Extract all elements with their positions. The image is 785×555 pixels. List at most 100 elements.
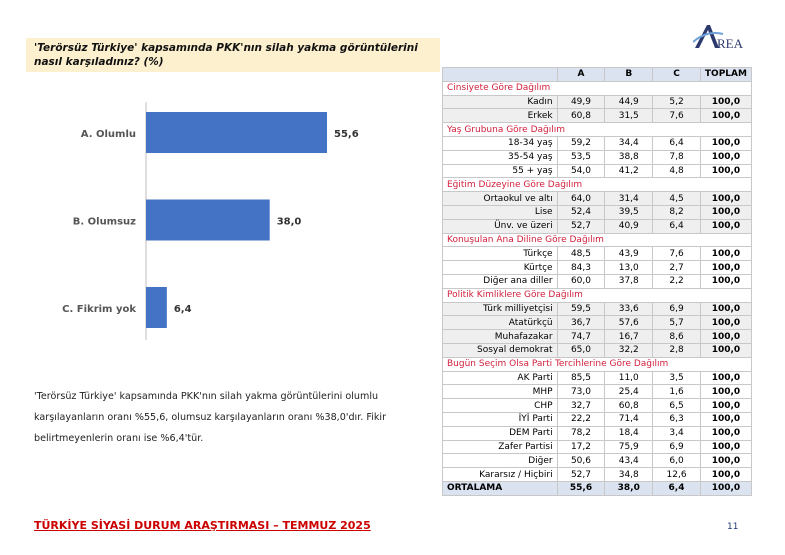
question-title: 'Terörsüz Türkiye' kapsamında PKK'nın si… (26, 38, 440, 72)
cell-value: 100,0 (699, 260, 753, 275)
table-row: Lise 52,4 39,5 8,2 100,0 (442, 204, 753, 220)
row-label: Zafer Partisi (442, 439, 558, 455)
cell-value: 3,5 (652, 370, 701, 386)
cell-value: 4,8 (652, 163, 701, 179)
table-row: Türk milliyetçisi 59,5 33,6 6,9 100,0 (442, 301, 753, 317)
cell-value: 6,9 (652, 439, 701, 455)
cell-value: 100,0 (699, 273, 753, 289)
cell-value: 78,2 (556, 425, 606, 441)
cell-value: 100,0 (699, 329, 753, 344)
table-row: İYİ Parti 22,2 71,4 6,3 100,0 (442, 411, 753, 427)
svg-text:REA: REA (717, 36, 744, 51)
table-row: Atatürkçü 36,7 57,6 5,7 100,0 (442, 315, 753, 331)
cell-value: 33,6 (604, 301, 654, 317)
cell-value: 2,2 (652, 273, 701, 289)
column-header: C (652, 67, 701, 82)
row-label: AK Parti (442, 370, 558, 386)
cell-value: 6,9 (652, 301, 701, 317)
table-row: Erkek 60,8 31,5 7,6 100,0 (442, 108, 753, 124)
cell-value: 100,0 (699, 191, 753, 206)
cell-value: 64,0 (556, 191, 606, 206)
table-row: DEM Parti 78,2 18,4 3,4 100,0 (442, 425, 753, 441)
row-label: Ortaokul ve altı (442, 191, 558, 206)
cell-value: 5,2 (652, 94, 701, 110)
row-label: Atatürkçü (442, 315, 558, 331)
row-label: Lise (442, 204, 558, 220)
row-label: Diğer (442, 453, 558, 469)
row-label: Erkek (442, 108, 558, 124)
section-title: Konuşulan Ana Diline Göre Dağılım (442, 232, 752, 248)
cell-value: 44,9 (604, 94, 654, 110)
cell-value: 57,6 (604, 315, 654, 331)
cell-value: 74,7 (556, 329, 606, 344)
cell-value: 100,0 (699, 301, 753, 317)
cell-value: 100,0 (699, 342, 753, 358)
cell-value: 37,8 (604, 273, 654, 289)
cell-value: 38,8 (604, 149, 654, 165)
cell-value: 59,2 (556, 135, 606, 151)
cell-value: 43,9 (604, 246, 654, 262)
cell-value: 100,0 (699, 384, 753, 400)
cell-value: 2,7 (652, 260, 701, 275)
cell-value: 100,0 (699, 135, 753, 151)
cell-value: 6,4 (652, 135, 701, 151)
cell-value: 13,0 (604, 260, 654, 275)
row-label: Sosyal demokrat (442, 342, 558, 358)
cell-value: 43,4 (604, 453, 654, 469)
cell-value: 52,4 (556, 204, 606, 220)
table-row: Cinsiyete Göre Dağılım (442, 80, 752, 96)
row-label: Muhafazakar (442, 329, 558, 344)
row-label: İYİ Parti (442, 411, 558, 427)
cell-value: 32,2 (604, 342, 654, 358)
cell-value: 5,7 (652, 315, 701, 331)
cell-value: 6,5 (652, 398, 701, 413)
cell-value: 84,3 (556, 260, 606, 275)
cell-value: 49,9 (556, 94, 606, 110)
cell-value: 85,5 (556, 370, 606, 386)
cell-value: 100,0 (699, 204, 753, 220)
cell-value: 75,9 (604, 439, 654, 455)
average-cell: ORTALAMA (442, 480, 558, 496)
cell-value: 100,0 (699, 467, 753, 482)
cell-value: 100,0 (699, 398, 753, 413)
cell-value: 52,7 (556, 218, 606, 234)
area-logo: REA (692, 22, 755, 56)
table-row: Kadın 49,9 44,9 5,2 100,0 (442, 94, 753, 110)
data-label: 6,4 (174, 304, 192, 315)
category-label: A. Olumlu (81, 129, 136, 140)
row-label: CHP (442, 398, 558, 413)
section-title: Cinsiyete Göre Dağılım (442, 80, 752, 96)
row-label: Diğer ana diller (442, 273, 558, 289)
cell-value: 16,7 (604, 329, 654, 344)
cell-value: 31,4 (604, 191, 654, 206)
cell-value: 18,4 (604, 425, 654, 441)
cell-value: 4,5 (652, 191, 701, 206)
cell-value: 100,0 (699, 94, 753, 110)
section-title: Yaş Grubuna Göre Dağılım (442, 122, 752, 137)
section-title: Bugün Seçim Olsa Parti Tercihlerine Göre… (442, 356, 752, 372)
cell-value: 100,0 (699, 246, 753, 262)
cell-value: 40,9 (604, 218, 654, 234)
table-row: Eğitim Düzeyine Göre Dağılım (442, 177, 752, 193)
cell-value: 65,0 (556, 342, 606, 358)
cell-value: 31,5 (604, 108, 654, 124)
cell-value: 11,0 (604, 370, 654, 386)
cell-value: 7,8 (652, 149, 701, 165)
cell-value: 54,0 (556, 163, 606, 179)
cell-value: 34,8 (604, 467, 654, 482)
cell-value: 60,0 (556, 273, 606, 289)
table-row: Diğer 50,6 43,4 6,0 100,0 (442, 453, 753, 469)
cell-value: 60,8 (604, 398, 654, 413)
cell-value: 60,8 (556, 108, 606, 124)
bar (146, 199, 270, 241)
column-header: TOPLAM (699, 67, 753, 82)
column-header (442, 67, 558, 82)
cell-value: 50,6 (556, 453, 606, 469)
category-label: C. Fikrim yok (62, 304, 136, 315)
cell-value: 6,4 (652, 218, 701, 234)
table-row: Kürtçe 84,3 13,0 2,7 100,0 (442, 260, 753, 275)
cell-value: 34,4 (604, 135, 654, 151)
footer-title: TÜRKİYE SİYASİ DURUM ARAŞTIRMASI – TEMMU… (34, 519, 371, 532)
average-cell: 38,0 (604, 480, 654, 496)
row-label: DEM Parti (442, 425, 558, 441)
